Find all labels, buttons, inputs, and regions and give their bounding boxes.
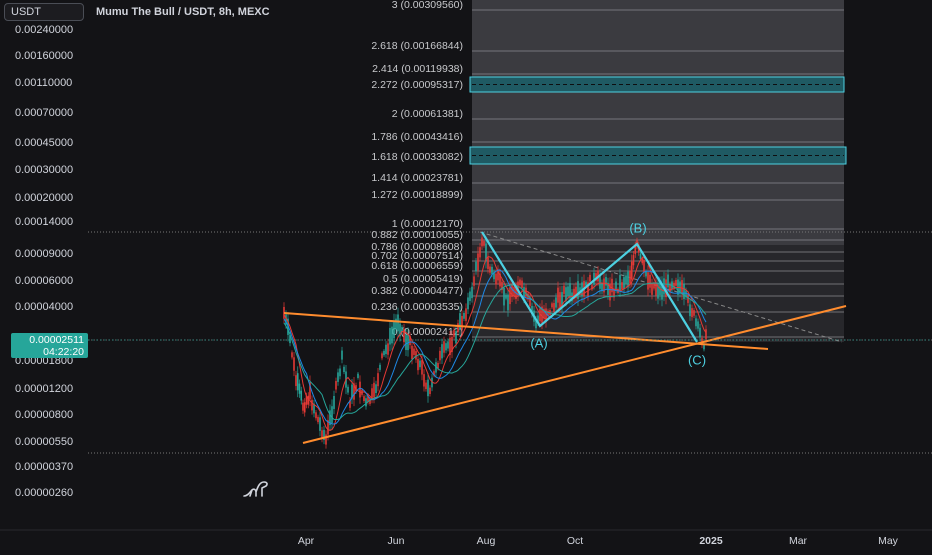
price-axis-label: 0.00006000 bbox=[15, 275, 74, 287]
price-axis-label: 0.00110000 bbox=[15, 77, 73, 89]
price-axis-label: 0.00004000 bbox=[15, 301, 74, 313]
wave-label: (A) bbox=[530, 335, 548, 351]
fib-level-label: 2.414 (0.00119938) bbox=[372, 63, 463, 75]
price-axis-label: 0.00000800 bbox=[15, 409, 74, 421]
moving-average-red bbox=[283, 255, 707, 431]
time-axis-label: May bbox=[878, 535, 898, 547]
fib-level-label: 0.786 (0.00008608) bbox=[371, 241, 463, 253]
fib-level-label: 1.272 (0.00018899) bbox=[371, 189, 463, 201]
price-axis-label: 0.00009000 bbox=[15, 248, 74, 260]
fib-level-label: 2 (0.00061381) bbox=[392, 108, 463, 120]
time-axis-label: Oct bbox=[566, 535, 584, 547]
time-axis-label: Mar bbox=[788, 535, 808, 547]
time-axis-label: 2025 bbox=[699, 535, 723, 547]
price-axis-label: 0.00160000 bbox=[15, 50, 74, 62]
moving-average-blue bbox=[283, 269, 707, 425]
fib-level-label: 1.618 (0.00033082) bbox=[371, 151, 463, 163]
fib-level-label: 0.236 (0.00003535) bbox=[371, 301, 463, 313]
wave-label: (C) bbox=[687, 352, 707, 368]
price-axis-label: 0.00045000 bbox=[15, 137, 74, 149]
fib-level-label: 1.414 (0.00023781) bbox=[371, 172, 463, 184]
abc-wave[interactable] bbox=[481, 231, 698, 343]
price-axis-label: 0.00001800 bbox=[15, 355, 74, 367]
fib-level-label: 0.702 (0.00007514) bbox=[371, 250, 463, 262]
moving-average-teal bbox=[283, 282, 707, 421]
fib-level-label: 2.618 (0.00166844) bbox=[371, 40, 463, 52]
fib-level-label: 1.786 (0.00043416) bbox=[371, 131, 463, 143]
currency-selector[interactable]: USDT bbox=[4, 3, 84, 21]
time-axis-label: Jun bbox=[387, 535, 405, 547]
fib-level-label: 0.882 (0.00010055) bbox=[371, 229, 463, 241]
fib-level-label: 2.272 (0.00095317) bbox=[371, 79, 463, 91]
chart-title: Mumu The Bull / USDT, 8h, MEXC bbox=[96, 6, 270, 18]
price-axis-label: 0.00000260 bbox=[15, 487, 74, 499]
time-axis-label: Aug bbox=[476, 535, 496, 547]
projection-line[interactable] bbox=[479, 231, 843, 343]
fib-level-label: 0 (0.00002412) bbox=[392, 326, 463, 338]
price-axis-label: 0.00014000 bbox=[15, 216, 74, 228]
price-axis-label: 0.00000370 bbox=[15, 461, 74, 473]
dino-logo-icon bbox=[243, 481, 268, 497]
candle-countdown: 04:22:20 bbox=[43, 346, 84, 358]
fib-level-label: 0.618 (0.00006559) bbox=[371, 260, 463, 272]
fib-level-label: 1 (0.00012170) bbox=[392, 218, 463, 230]
price-axis-label: 0.00030000 bbox=[15, 164, 74, 176]
price-axis-label: 0.00001200 bbox=[15, 383, 74, 395]
price-axis-label: 0.00240000 bbox=[15, 24, 74, 36]
time-axis-label: Apr bbox=[297, 535, 315, 547]
fib-level-label: 0.382 (0.00004477) bbox=[371, 285, 463, 297]
fib-level-label: 0.5 (0.00005419) bbox=[383, 273, 463, 285]
price-axis-label: 0.00000550 bbox=[15, 436, 74, 448]
current-price-value: 0.00002511 bbox=[29, 334, 84, 346]
current-price-tag: 0.00002511 04:22:20 bbox=[11, 333, 88, 358]
fib-level-label: 3 (0.00309560) bbox=[392, 0, 463, 11]
price-axis-label: 0.00070000 bbox=[15, 107, 74, 119]
lower-trendline[interactable] bbox=[302, 305, 847, 444]
wave-label: (B) bbox=[629, 220, 647, 236]
upper-trendline[interactable] bbox=[283, 312, 769, 350]
price-axis-label: 0.00020000 bbox=[15, 192, 74, 204]
